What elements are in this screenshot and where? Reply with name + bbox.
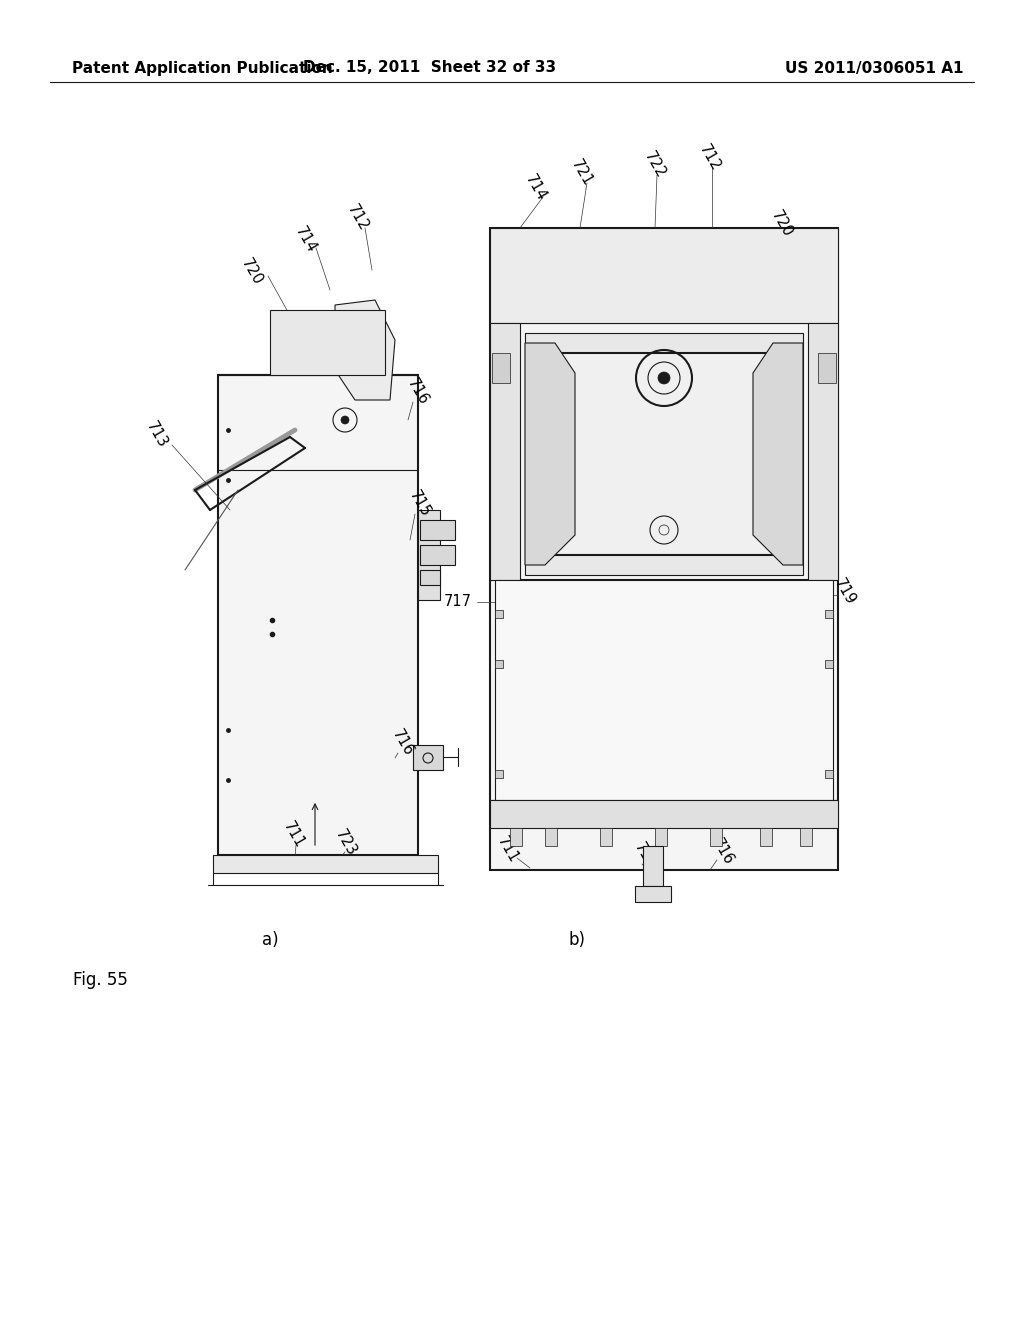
Bar: [760, 828, 772, 846]
Bar: [495, 770, 503, 777]
Bar: [808, 323, 838, 579]
Text: 715: 715: [407, 488, 433, 520]
Bar: [540, 352, 788, 554]
Bar: [218, 375, 418, 855]
Polygon shape: [335, 300, 395, 400]
Text: 720: 720: [768, 209, 796, 240]
Bar: [490, 800, 838, 828]
Text: a): a): [262, 931, 279, 949]
Text: 716: 716: [404, 376, 431, 408]
Text: 716: 716: [389, 727, 417, 759]
Bar: [710, 828, 722, 846]
Text: 717: 717: [444, 594, 472, 610]
Bar: [818, 352, 836, 383]
Bar: [655, 828, 667, 846]
Text: 716: 716: [710, 836, 736, 867]
Text: 723: 723: [333, 828, 359, 859]
Bar: [490, 228, 838, 323]
Text: 712: 712: [344, 202, 372, 234]
Bar: [495, 610, 503, 618]
Text: 713: 713: [143, 420, 170, 450]
Bar: [825, 660, 833, 668]
Bar: [635, 886, 671, 902]
Bar: [825, 770, 833, 777]
Bar: [213, 855, 438, 873]
Polygon shape: [525, 343, 575, 565]
Bar: [643, 846, 663, 886]
Bar: [418, 510, 440, 601]
Bar: [413, 744, 443, 770]
Circle shape: [341, 416, 349, 424]
Bar: [490, 228, 838, 870]
Text: 711: 711: [495, 834, 521, 866]
Bar: [825, 610, 833, 618]
Text: 722: 722: [641, 149, 669, 181]
Text: 711: 711: [281, 820, 307, 851]
Bar: [492, 352, 510, 383]
Bar: [420, 520, 455, 540]
Bar: [525, 333, 803, 576]
Bar: [270, 310, 385, 375]
Text: 719: 719: [831, 576, 858, 607]
Text: 720: 720: [239, 256, 265, 288]
Text: 712: 712: [696, 143, 724, 174]
Bar: [495, 579, 833, 800]
Bar: [510, 828, 522, 846]
Text: 714: 714: [522, 172, 550, 203]
Text: 714: 714: [293, 224, 319, 256]
Text: US 2011/0306051 A1: US 2011/0306051 A1: [785, 61, 964, 75]
Circle shape: [658, 372, 670, 384]
Bar: [600, 828, 612, 846]
Text: Patent Application Publication: Patent Application Publication: [72, 61, 333, 75]
Text: Fig. 55: Fig. 55: [73, 972, 127, 989]
Polygon shape: [753, 343, 803, 565]
Bar: [495, 660, 503, 668]
Bar: [420, 545, 455, 565]
Bar: [490, 323, 520, 579]
Bar: [800, 828, 812, 846]
Text: 721: 721: [568, 157, 596, 189]
Bar: [420, 570, 440, 585]
Text: 718: 718: [632, 840, 658, 871]
Text: Dec. 15, 2011  Sheet 32 of 33: Dec. 15, 2011 Sheet 32 of 33: [303, 61, 557, 75]
Bar: [545, 828, 557, 846]
Text: b): b): [568, 931, 586, 949]
